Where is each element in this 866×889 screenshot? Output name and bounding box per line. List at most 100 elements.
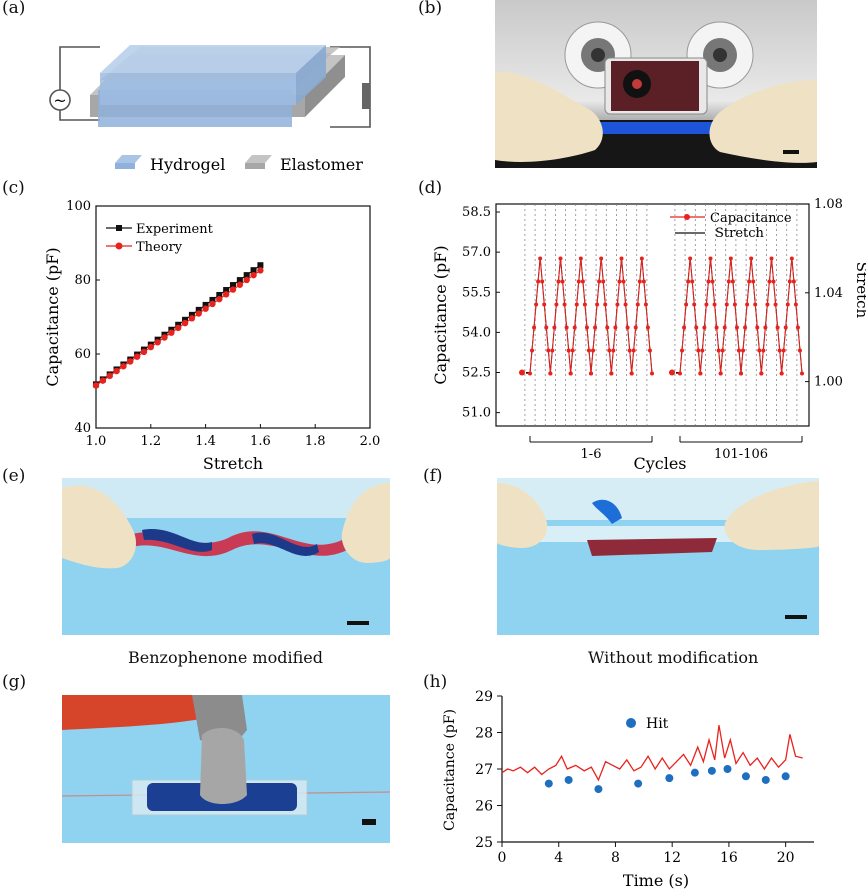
data-point: [720, 348, 725, 353]
data-point: [593, 325, 598, 330]
chart-legend: Capacitance Stretch: [670, 211, 792, 241]
hit-point: [761, 775, 770, 784]
data-point: [615, 302, 620, 307]
data-point: [202, 305, 209, 312]
data-point: [714, 325, 719, 330]
legend-swatch-hydrogel-front: [115, 163, 135, 169]
hydrogel-fragment-blue: [592, 499, 622, 524]
data-point: [609, 371, 614, 376]
photo-unmodified-sample: [497, 478, 819, 635]
data-point: [637, 279, 642, 284]
y2-tick-label: 1.08: [814, 197, 843, 212]
data-point: [548, 371, 553, 376]
hydrogel-top-front: [100, 73, 296, 105]
series-line-capacitance: [501, 725, 803, 782]
data-point: [175, 324, 182, 332]
x-tick-label: 1.2: [140, 434, 161, 449]
data-point: [223, 287, 230, 294]
data-point: [229, 286, 237, 293]
data-point: [791, 279, 796, 284]
y-tick-label: 60: [74, 347, 91, 362]
data-point: [777, 348, 782, 353]
data-point: [753, 302, 758, 307]
series-line-capacitance: [526, 258, 653, 375]
data-point: [586, 348, 591, 353]
data-point: [611, 348, 616, 353]
chart-impact-capacitance: 0 4 8 12 16 20 25 26 27 28 29 Hit Time (s) Capacit…: [442, 690, 814, 889]
data-point: [736, 348, 741, 353]
data-point: [773, 302, 778, 307]
y-tick-label: 26: [475, 799, 493, 815]
x-axis-title: Time (s): [623, 871, 689, 889]
data-point: [591, 348, 596, 353]
data-point: [597, 279, 602, 284]
hit-point: [544, 779, 553, 788]
data-point: [710, 279, 715, 284]
data-point: [599, 256, 604, 261]
hit-point: [665, 774, 674, 783]
data-point: [759, 371, 764, 376]
data-point: [749, 256, 754, 261]
data-point: [576, 279, 581, 284]
data-point: [195, 306, 202, 313]
data-point: [698, 371, 703, 376]
data-point: [236, 277, 243, 284]
photo-hammer-impact: [62, 695, 390, 843]
x-tick-label: 2.0: [360, 434, 381, 449]
hit-point: [723, 765, 732, 773]
device-schematic: ~ Hydrogel Elastomer: [49, 45, 371, 174]
data-point: [188, 315, 196, 322]
data-point: [635, 302, 640, 307]
data-point: [741, 348, 746, 353]
legend-label-capacitance: Capacitance: [710, 211, 792, 226]
data-point: [619, 256, 624, 261]
data-point: [589, 371, 593, 376]
data-point: [530, 348, 535, 353]
data-point: [682, 325, 687, 330]
data-point: [702, 325, 707, 330]
data-point: [546, 348, 551, 353]
legend-label-theory: Theory: [136, 240, 183, 255]
data-point: [133, 353, 141, 360]
data-point: [550, 348, 555, 353]
data-point: [747, 279, 752, 284]
legend-swatch-hydrogel: [115, 155, 142, 163]
data-point: [168, 329, 175, 336]
hit-point: [707, 766, 716, 775]
data-point: [202, 301, 209, 308]
data-point: [769, 256, 774, 261]
data-point: [613, 325, 618, 330]
panel-label-f: (f): [423, 466, 443, 486]
panel-label-d: (d): [418, 178, 443, 198]
data-point: [771, 279, 776, 284]
data-point: [755, 325, 760, 330]
legend-label-stretch: Stretch: [715, 226, 765, 241]
scale-bar: [785, 615, 807, 619]
data-point: [605, 325, 610, 330]
data-point: [542, 302, 547, 307]
data-point: [560, 279, 565, 284]
glove-right: [341, 483, 390, 563]
y-tick-label: 57.0: [462, 245, 491, 260]
legend-swatch-elastomer: [245, 155, 272, 163]
glove-right: [709, 80, 817, 163]
legend-label-hydrogel: Hydrogel: [150, 155, 225, 174]
data-point: [570, 348, 575, 353]
panel-label-h: (h): [423, 672, 448, 692]
data-point: [678, 371, 682, 376]
glove-right: [724, 481, 819, 550]
data-point: [789, 256, 794, 261]
y-tick-label: 54.0: [462, 325, 491, 340]
data-point: [726, 279, 731, 284]
y-tick-label: 55.5: [462, 285, 491, 300]
data-point: [704, 302, 709, 307]
hit-point: [690, 768, 699, 777]
y-tick-label: 40: [74, 421, 91, 436]
hammer-handle: [62, 695, 212, 730]
data-point: [209, 296, 216, 303]
data-point: [120, 363, 127, 370]
data-point: [745, 302, 750, 307]
data-point: [625, 325, 630, 330]
y-tick-label: 27: [475, 762, 493, 778]
data-point: [712, 302, 717, 307]
